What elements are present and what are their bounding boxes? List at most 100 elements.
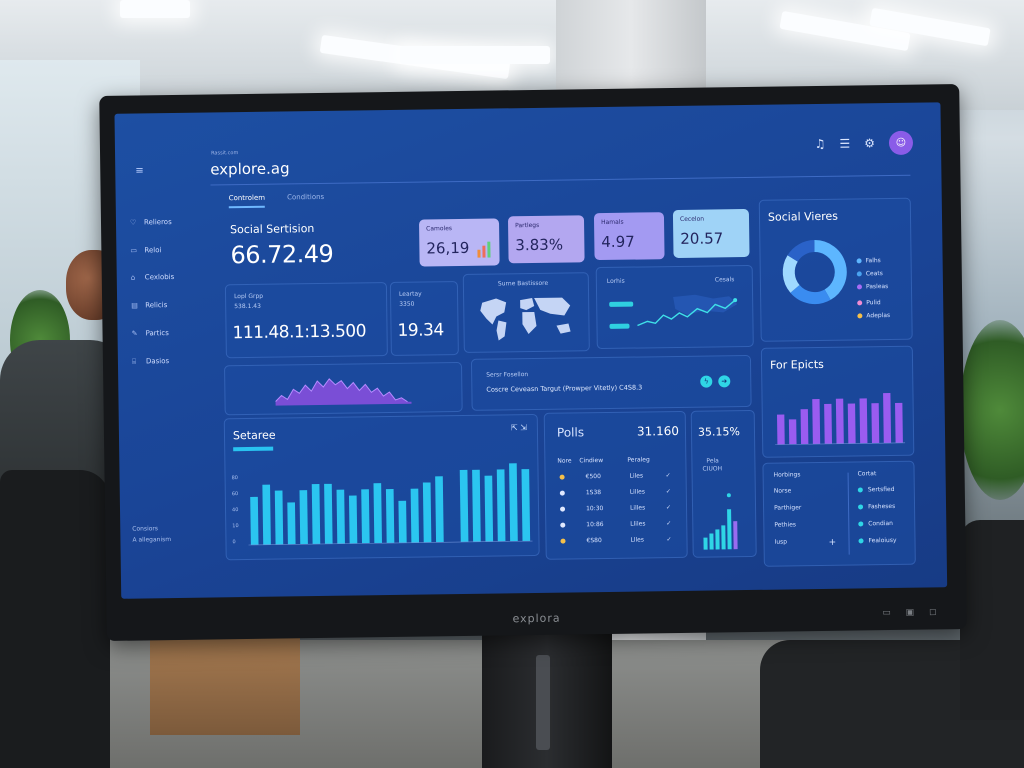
map-title: Surne Bastissore <box>497 279 549 288</box>
legend-item: Ceats <box>856 270 883 277</box>
detail-item[interactable]: Pethies <box>774 521 797 529</box>
trend-label: Lorhis <box>606 277 625 285</box>
trend-chart <box>609 294 738 329</box>
card-title: Setaree <box>232 428 276 443</box>
detail-item[interactable]: Norse <box>773 487 792 495</box>
detail-item[interactable]: Fealoiusy <box>868 536 897 545</box>
bar <box>871 403 880 444</box>
detail-item[interactable]: Parthiger <box>774 504 802 512</box>
kpi-tile[interactable]: Hamals 4.97 <box>593 212 665 261</box>
tab-conditions[interactable]: Conditions <box>287 192 325 202</box>
table-header: Cindiew <box>579 457 604 465</box>
metric-value: 19.34 <box>397 320 444 341</box>
sidebar-item-label: Reloi <box>144 246 162 255</box>
tab-controlem[interactable]: Controlem <box>228 193 266 209</box>
sidebar-item-label: Partics <box>145 329 169 338</box>
bar <box>459 469 469 543</box>
legend-dot <box>856 258 862 264</box>
stat-label: Pela <box>706 457 719 465</box>
bar <box>274 490 284 545</box>
bar <box>895 402 903 443</box>
menu-icon[interactable]: ☰ <box>839 136 851 151</box>
avatar[interactable]: ☺ <box>888 130 914 156</box>
legend-swatch <box>233 446 274 452</box>
stat-bar-chart <box>703 493 738 550</box>
sidebar-item-label: Relieros <box>143 218 172 227</box>
expand-icon[interactable]: ⇱ ⇲ <box>510 423 527 433</box>
check-icon[interactable]: ✓ <box>665 472 671 480</box>
column-header: Horbings <box>773 471 801 479</box>
ceiling-light <box>120 0 190 18</box>
lightning-button[interactable]: ϟ <box>700 375 713 388</box>
bar <box>287 502 296 545</box>
box-icon: ▭ <box>130 246 138 255</box>
sidebar-item[interactable]: ✎ Partics <box>132 329 169 338</box>
check-icon[interactable]: ✓ <box>665 488 671 496</box>
metric-label: Lopl Grpp <box>234 292 264 301</box>
table-cell: Lilles <box>629 488 646 496</box>
bar <box>262 484 271 545</box>
logo-caption: Rassit.com <box>211 150 239 157</box>
check-icon[interactable]: ✓ <box>665 504 672 512</box>
bar <box>348 495 358 544</box>
monitor-stand-slot <box>536 655 550 750</box>
kpi-tile[interactable]: Camoles 26,19 <box>418 218 500 267</box>
bar <box>859 398 868 444</box>
kpi-label: Partlegs <box>515 221 540 230</box>
bar <box>883 393 892 444</box>
tab-bar: Controlem Conditions <box>228 192 325 209</box>
donut-slice <box>782 255 800 293</box>
legend-item: Pulid <box>857 299 881 306</box>
detail-item[interactable]: Fasheses <box>867 502 896 511</box>
menu-icon[interactable]: ≡ <box>135 165 144 177</box>
sidebar-footer: Consiors <box>132 525 159 533</box>
legend-item: Adeplas <box>857 312 890 319</box>
y-tick-label: 10 <box>232 523 238 529</box>
ceiling-light <box>400 46 550 64</box>
metric-card: Leartay 3350 19.34 <box>389 281 459 356</box>
social-card: Social Sertision 66.72.49 <box>224 215 410 276</box>
card-value: 66.72.49 <box>230 239 334 270</box>
column-header: Cortat <box>857 470 877 478</box>
status-icon <box>858 504 864 510</box>
stat-card: 35.15% Pela CIUOH <box>690 409 757 558</box>
table-cell: Lliles <box>630 520 646 528</box>
polls-card: Polls 31.160 Nore Cindiew Peraleg €500 Li… <box>543 410 688 560</box>
bar <box>435 476 444 543</box>
dashboard-screen: ≡ ♡ Relieros ▭ Reloi ⌂ Cexlobis ▤ Relici… <box>114 102 948 599</box>
sidebar-item[interactable]: ▭ Reloi <box>130 246 161 254</box>
detail-item[interactable]: Iusp <box>774 538 788 546</box>
settings-icon[interactable]: ⚙ <box>864 136 876 151</box>
music-icon[interactable]: ♫ <box>814 136 826 152</box>
sidebar-item[interactable]: ♡ Relieros <box>130 218 172 227</box>
detail-item[interactable]: Sertsfied <box>867 485 895 494</box>
waveform-card <box>224 361 463 416</box>
kpi-tile[interactable]: Cecelon 20.57 <box>672 208 750 259</box>
status-icon <box>858 538 864 544</box>
logo: explore.ag <box>210 159 290 179</box>
bar <box>324 483 333 544</box>
sidebar-item[interactable]: ▤ Relicis <box>131 301 167 310</box>
metric-value: 111.48.1:13.500 <box>232 321 367 344</box>
sidebar-item[interactable]: ⌂ Cexlobis <box>131 273 175 282</box>
sidebar-item[interactable]: ⌸ Dasios <box>132 357 169 367</box>
check-icon[interactable]: ✓ <box>666 536 672 544</box>
go-button[interactable]: ➜ <box>718 375 731 388</box>
detail-item[interactable]: Condian <box>868 519 893 528</box>
legend-dot <box>857 313 863 319</box>
bar <box>311 483 321 545</box>
donut-slice <box>814 240 847 300</box>
effects-bar-chart <box>775 393 906 445</box>
bar <box>776 414 785 445</box>
bar <box>824 403 833 444</box>
table-cell: Liles <box>629 472 644 480</box>
check-icon[interactable]: ✓ <box>666 520 672 528</box>
add-icon[interactable]: + <box>828 537 837 548</box>
kpi-label: Hamals <box>601 218 624 227</box>
monitor-buttons: ▭ ▣ ◻ <box>882 607 943 619</box>
bar <box>521 469 531 542</box>
views-card: Social Vieres Falhs Ceats Pasleas Pulid Adep… <box>758 197 913 342</box>
kpi-tile[interactable]: Partlegs 3.83% <box>507 215 585 264</box>
chair <box>960 520 1024 720</box>
monitor-brand: explora <box>512 611 561 626</box>
